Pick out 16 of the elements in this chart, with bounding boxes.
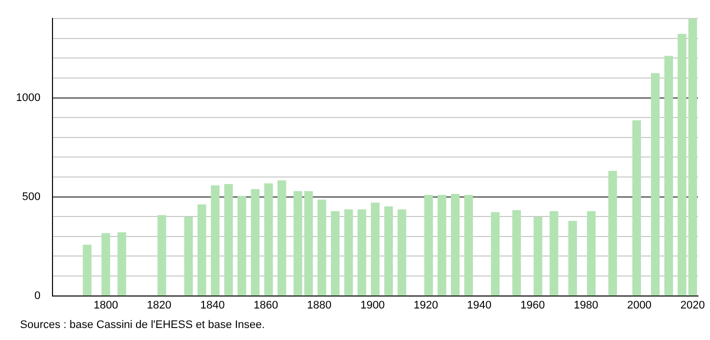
x-tick-label: 1920 (414, 299, 438, 312)
x-tick-label: 2020 (680, 299, 705, 312)
x-tick-label: 1820 (146, 299, 172, 312)
x-tick-label: 1960 (520, 299, 545, 312)
x-tick-label: 1860 (254, 299, 278, 312)
x-tick-label: 1840 (200, 299, 225, 312)
x-tick-label: 2000 (627, 299, 652, 312)
x-tick-label: 1900 (360, 299, 385, 312)
y-tick-label: 1000 (16, 92, 40, 104)
x-tick-label: 1940 (467, 299, 492, 312)
x-tick-label: 1800 (94, 299, 118, 312)
y-tick-label: 500 (22, 190, 40, 203)
y-tick-label: 0 (34, 290, 40, 302)
x-tick-label: 1980 (574, 299, 598, 312)
source-note: Sources : base Cassini de l'EHESS et base Insee. (20, 319, 265, 331)
x-tick-label: 1880 (306, 299, 332, 312)
